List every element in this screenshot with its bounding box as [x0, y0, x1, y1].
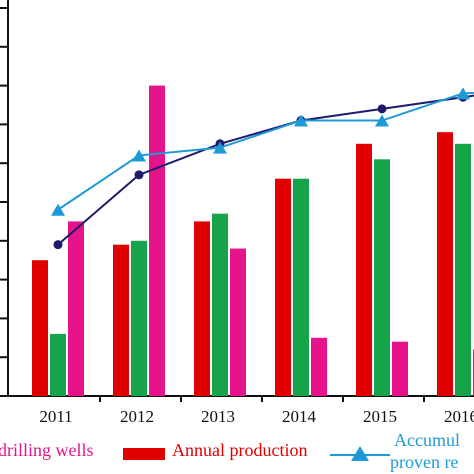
point-1-2015 [377, 104, 387, 114]
x-tick-label-2015: 2015 [363, 407, 397, 426]
bar-2011-2 [50, 333, 66, 396]
legend-label-accumulated-reserves-line2: proven re [390, 452, 459, 472]
bar-2014-2 [293, 178, 309, 396]
bar-2012-2 [131, 240, 147, 396]
x-tick-label-2013: 2013 [201, 407, 235, 426]
point-2-2016 [456, 87, 470, 100]
bar-2015-2 [374, 159, 390, 396]
x-tick-label-2016: 2016 [444, 407, 474, 426]
bar-2011-3 [68, 221, 84, 396]
bar-2013-3 [230, 248, 246, 396]
point-2-2014 [294, 114, 308, 127]
bar-2014-1 [275, 178, 291, 396]
line-series-1 [57, 94, 474, 246]
bar-2011-1 [32, 260, 48, 396]
bar-2013-2 [212, 213, 228, 396]
bar-2016-2 [455, 143, 471, 396]
point-2-2015 [375, 114, 389, 127]
bar-2012-1 [113, 244, 129, 396]
legend-swatch-accumulated-reserves [330, 446, 390, 461]
bar-2015-3 [392, 341, 408, 396]
legend-label-annual-production: Annual production [172, 440, 308, 460]
x-tick-label-2014: 2014 [282, 407, 317, 426]
x-tick-label-2011: 2011 [39, 407, 72, 426]
bar-2013-1 [194, 221, 210, 396]
bar-2016-1 [437, 132, 453, 396]
legend-swatch-annual-production [123, 448, 165, 460]
x-tick-label-2012: 2012 [120, 407, 154, 426]
bar-2012-3 [149, 85, 165, 396]
legend-label-accumulated-reserves-line1: Accumul [394, 430, 460, 450]
point-2-2011 [51, 203, 65, 216]
point-1-2011 [53, 240, 63, 250]
legend-label-drilling-wells: drilling wells [0, 440, 94, 460]
bar-2014-3 [311, 337, 327, 396]
point-2-2013 [213, 141, 227, 154]
bar-2015-1 [356, 143, 372, 396]
line-series-2 [57, 91, 474, 211]
point-2-2012 [132, 149, 146, 162]
point-1-2012 [134, 170, 144, 180]
